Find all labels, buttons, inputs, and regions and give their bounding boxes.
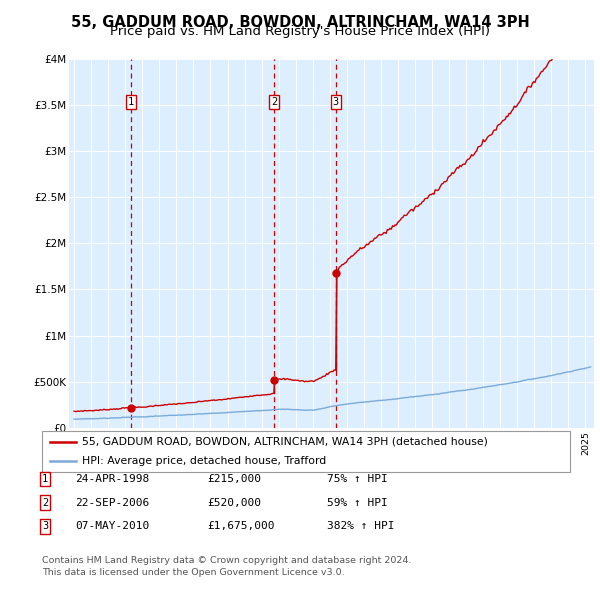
- Text: 2: 2: [42, 498, 48, 507]
- Text: 55, GADDUM ROAD, BOWDON, ALTRINCHAM, WA14 3PH (detached house): 55, GADDUM ROAD, BOWDON, ALTRINCHAM, WA1…: [82, 437, 487, 447]
- Text: £520,000: £520,000: [207, 498, 261, 507]
- Text: 382% ↑ HPI: 382% ↑ HPI: [327, 522, 395, 531]
- Text: 07-MAY-2010: 07-MAY-2010: [75, 522, 149, 531]
- Text: 24-APR-1998: 24-APR-1998: [75, 474, 149, 484]
- Text: HPI: Average price, detached house, Trafford: HPI: Average price, detached house, Traf…: [82, 456, 326, 466]
- FancyBboxPatch shape: [42, 431, 570, 472]
- Text: 59% ↑ HPI: 59% ↑ HPI: [327, 498, 388, 507]
- Text: £215,000: £215,000: [207, 474, 261, 484]
- Text: 3: 3: [332, 97, 339, 107]
- Text: 3: 3: [42, 522, 48, 531]
- Text: 2: 2: [271, 97, 277, 107]
- Text: 55, GADDUM ROAD, BOWDON, ALTRINCHAM, WA14 3PH: 55, GADDUM ROAD, BOWDON, ALTRINCHAM, WA1…: [71, 15, 529, 30]
- Text: 75% ↑ HPI: 75% ↑ HPI: [327, 474, 388, 484]
- Text: Price paid vs. HM Land Registry's House Price Index (HPI): Price paid vs. HM Land Registry's House …: [110, 25, 490, 38]
- Text: 1: 1: [127, 97, 134, 107]
- Text: 22-SEP-2006: 22-SEP-2006: [75, 498, 149, 507]
- Text: £1,675,000: £1,675,000: [207, 522, 275, 531]
- Text: 1: 1: [42, 474, 48, 484]
- Text: Contains HM Land Registry data © Crown copyright and database right 2024.
This d: Contains HM Land Registry data © Crown c…: [42, 556, 412, 577]
